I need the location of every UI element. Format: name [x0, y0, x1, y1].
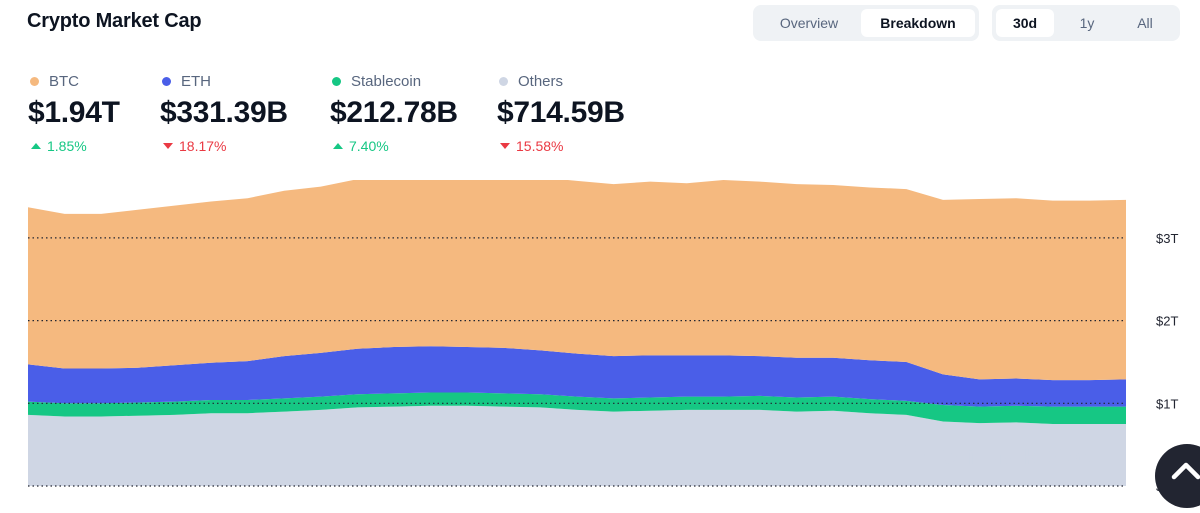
stat-label: ETH — [181, 73, 211, 90]
watermark-text: CoinMarketCap — [940, 446, 1094, 469]
stat-change: 18.17% — [160, 138, 288, 154]
stat-eth: ETH $331.39B 18.17% — [160, 73, 288, 154]
stat-change-value: 1.85% — [47, 138, 87, 154]
view-toggle: Overview Breakdown — [753, 5, 979, 41]
range-30d[interactable]: 30d — [996, 9, 1054, 37]
legend-item-eth: ETH — [160, 73, 288, 90]
y-tick-label: $1T — [1156, 396, 1178, 411]
scroll-top-button[interactable] — [1155, 444, 1200, 508]
area-stablecoin — [28, 392, 1126, 424]
stat-change-value: 18.17% — [179, 138, 227, 154]
stat-value: $714.59B — [497, 96, 625, 129]
stat-label: Stablecoin — [351, 73, 422, 90]
stat-change: 15.58% — [497, 138, 625, 154]
stat-btc: BTC $1.94T 1.85% — [28, 73, 120, 154]
legend-dot-eth — [162, 77, 171, 86]
stat-value: $212.78B — [330, 96, 458, 129]
legend-dot-others — [499, 77, 508, 86]
range-toggle: 30d 1y All — [992, 5, 1180, 41]
chevron-up-icon — [1171, 462, 1200, 480]
coinmarketcap-logo-icon — [895, 441, 925, 471]
area-btc — [28, 180, 1126, 381]
chart-gridlines — [28, 237, 1126, 487]
change-arrow-icon — [31, 143, 41, 149]
area-eth — [28, 346, 1126, 407]
market-cap-chart[interactable]: $0$1T$2T$3T CoinMarketCap — [0, 180, 1200, 500]
stat-change: 1.85% — [28, 138, 120, 154]
change-arrow-icon — [163, 143, 173, 149]
legend-dot-btc — [30, 77, 39, 86]
y-tick-label: $2T — [1156, 314, 1178, 329]
watermark: CoinMarketCap — [895, 441, 1094, 471]
change-arrow-icon — [500, 143, 510, 149]
legend-item-others: Others — [497, 73, 625, 90]
stat-change-value: 15.58% — [516, 138, 564, 154]
legend-item-btc: BTC — [28, 73, 120, 90]
tab-overview[interactable]: Overview — [779, 15, 839, 31]
stat-value: $1.94T — [28, 96, 120, 129]
legend-dot-stablecoin — [332, 77, 341, 86]
range-1y[interactable]: 1y — [1079, 15, 1095, 31]
area-others — [28, 405, 1126, 486]
tab-breakdown[interactable]: Breakdown — [861, 9, 975, 37]
stat-change: 7.40% — [330, 138, 458, 154]
stat-label: Others — [518, 73, 564, 90]
change-arrow-icon — [333, 143, 343, 149]
stat-change-value: 7.40% — [349, 138, 389, 154]
legend-item-stablecoin: Stablecoin — [330, 73, 458, 90]
stat-others: Others $714.59B 15.58% — [497, 73, 625, 154]
range-all[interactable]: All — [1137, 15, 1153, 31]
stat-value: $331.39B — [160, 96, 288, 129]
stat-label: BTC — [49, 73, 79, 90]
chart-areas — [28, 180, 1126, 486]
y-tick-label: $3T — [1156, 231, 1178, 246]
page-title: Crypto Market Cap — [27, 10, 202, 32]
stat-stablecoin: Stablecoin $212.78B 7.40% — [330, 73, 458, 154]
